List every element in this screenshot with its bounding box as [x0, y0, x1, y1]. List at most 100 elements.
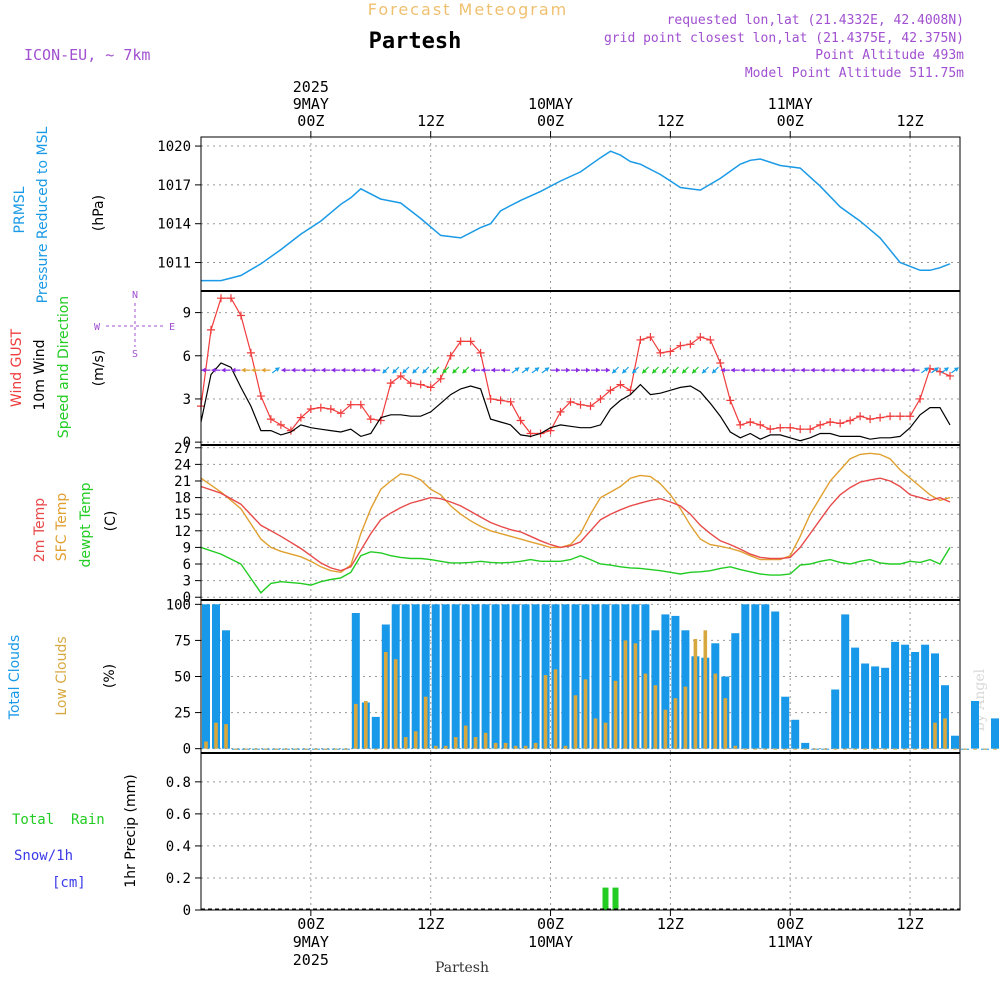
pressure-label-2: Pressure Reduced to MSL	[35, 126, 51, 303]
wind-arrow-head	[471, 367, 476, 373]
wind-arrow-head	[860, 367, 865, 373]
low-cloud-bar	[703, 630, 708, 749]
gust-marker	[566, 397, 575, 406]
gust-marker	[846, 416, 855, 425]
wind-arrow-head	[652, 368, 657, 374]
total-cloud-bar	[791, 719, 800, 749]
model-name: ICON-EU, ~ 7km	[24, 46, 150, 64]
low-cloud-bar	[264, 748, 268, 750]
pressure-label-1: PRMSL	[12, 186, 28, 233]
low-cloud-bar	[863, 748, 867, 750]
low-cloud-bar	[633, 643, 638, 749]
y-tick-label: 6	[183, 557, 191, 573]
panel-labels: PRMSL Pressure Reduced to MSL (hPa) Wind…	[7, 126, 175, 891]
low-cloud-bar	[573, 695, 578, 749]
total-cloud-bar	[611, 604, 620, 749]
total-cloud-bar	[871, 666, 880, 749]
gust-marker	[826, 417, 835, 426]
gust-marker	[676, 341, 685, 350]
low-cloud-bar	[393, 659, 398, 749]
low-cloud-bar	[943, 718, 947, 749]
gust-marker	[656, 348, 665, 357]
total-cloud-bar	[921, 644, 930, 749]
low-cloud-bar	[683, 686, 688, 749]
wind-arrow-head	[810, 367, 815, 373]
low-cloud-bar	[603, 722, 608, 749]
gust-marker	[866, 415, 875, 424]
gust-marker	[266, 415, 275, 424]
top-time-label: 12Z	[657, 112, 684, 130]
low-cloud-bar	[913, 748, 917, 750]
total-cloud-bar	[461, 604, 470, 749]
wind-arrow-head	[800, 367, 805, 373]
y-tick-label: 0	[183, 903, 191, 919]
gust-marker	[346, 400, 355, 409]
low-cloud-bar	[543, 675, 548, 749]
wind-arrow-head	[850, 367, 855, 373]
top-time-label: 12Z	[897, 112, 924, 130]
total-cloud-bar	[841, 614, 850, 749]
low-cloud-bar	[294, 748, 298, 750]
wind-arrow-head	[462, 368, 468, 374]
low-cloud-bar	[453, 737, 458, 749]
total-cloud-label: Total Clouds	[7, 635, 23, 720]
plot-layer	[197, 137, 999, 910]
low-cloud-bar	[473, 737, 478, 749]
compass-s: S	[132, 349, 138, 360]
low-cloud-bar	[483, 732, 488, 749]
wind-arrow-head	[402, 368, 408, 374]
low-cloud-bar	[563, 745, 568, 749]
total-cloud-bar	[561, 604, 570, 749]
y-tick-label: 18	[174, 491, 191, 507]
plot-frame	[200, 136, 961, 911]
y-tick-label: 100	[166, 597, 191, 613]
y-tick-label: 1011	[157, 256, 191, 272]
wind-arrow-head	[442, 368, 448, 374]
wind-arrow-head	[261, 367, 266, 373]
low-cloud-bar	[963, 748, 967, 750]
bottom-time-label: 2025	[293, 951, 329, 969]
y-tick-label: 1020	[157, 139, 191, 155]
gust-marker	[506, 397, 515, 406]
total-cloud-bar	[351, 613, 360, 749]
top-time-label: 11MAY	[768, 95, 813, 113]
total-cloud-bar	[661, 614, 670, 749]
wind-arrow-head	[341, 367, 346, 373]
gust-marker	[486, 394, 495, 403]
gust-marker	[596, 394, 605, 403]
gust-marker	[366, 415, 375, 424]
low-cloud-bar	[803, 748, 807, 750]
low-cloud-bar	[823, 748, 827, 750]
wind-arrow-head	[820, 367, 825, 373]
low-cloud-bar	[284, 748, 288, 750]
y-tick-label: 0.8	[166, 775, 191, 791]
bottom-time-label: 00Z	[777, 915, 804, 933]
wind-arrow-head	[311, 367, 316, 373]
y-tick-label: 12	[174, 524, 191, 540]
total-cloud-bar	[501, 604, 510, 749]
low-cloud-bar	[873, 748, 877, 750]
sfc-temp-line	[200, 452, 951, 574]
top-time-label: 00Z	[777, 112, 804, 130]
rain-bar	[612, 887, 619, 910]
gust-marker	[636, 335, 645, 344]
low-cloud-bar	[973, 748, 977, 750]
top-time-label: 10MAY	[528, 95, 573, 113]
total-cloud-bar	[931, 653, 939, 749]
bottom-time-label: 00Z	[297, 915, 324, 933]
total-cloud-bar	[571, 604, 580, 749]
low-cloud-bar	[663, 709, 668, 749]
wind-arrow-head	[371, 367, 376, 373]
wind-arrow-head	[301, 367, 306, 373]
gust-marker	[906, 412, 915, 421]
low-cloud-bar	[893, 748, 897, 750]
wind-arrow-head	[682, 368, 687, 374]
model-point-altitude: Model Point Altitude 511.75m	[745, 66, 964, 81]
low-cloud-bar	[983, 748, 987, 750]
y-tick-label: 0.4	[166, 839, 191, 855]
gust-marker	[446, 351, 455, 360]
low-cloud-bar	[234, 748, 238, 750]
low-cloud-bar	[244, 748, 248, 750]
y-tick-label: 0.6	[166, 807, 191, 823]
wind-arrow-head	[251, 367, 256, 373]
